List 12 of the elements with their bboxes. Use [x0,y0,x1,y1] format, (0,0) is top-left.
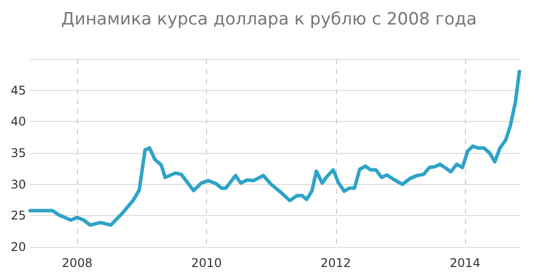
y-tick-label: 30 [10,177,26,192]
x-tick-label: 2010 [191,256,222,270]
y-tick-label: 40 [10,114,26,129]
chart-title: Динамика курса доллара к рублю с 2008 года [61,10,477,30]
x-tick-label: 2008 [62,256,92,270]
y-tick-label: 35 [10,146,26,160]
x-tick-label: 2014 [450,256,480,270]
line-series [28,70,522,227]
y-tick-label: 20 [10,240,26,254]
y-tick-label: 45 [10,83,26,98]
y-tick-label: 25 [10,208,26,223]
x-tick-label: 2012 [320,256,352,270]
